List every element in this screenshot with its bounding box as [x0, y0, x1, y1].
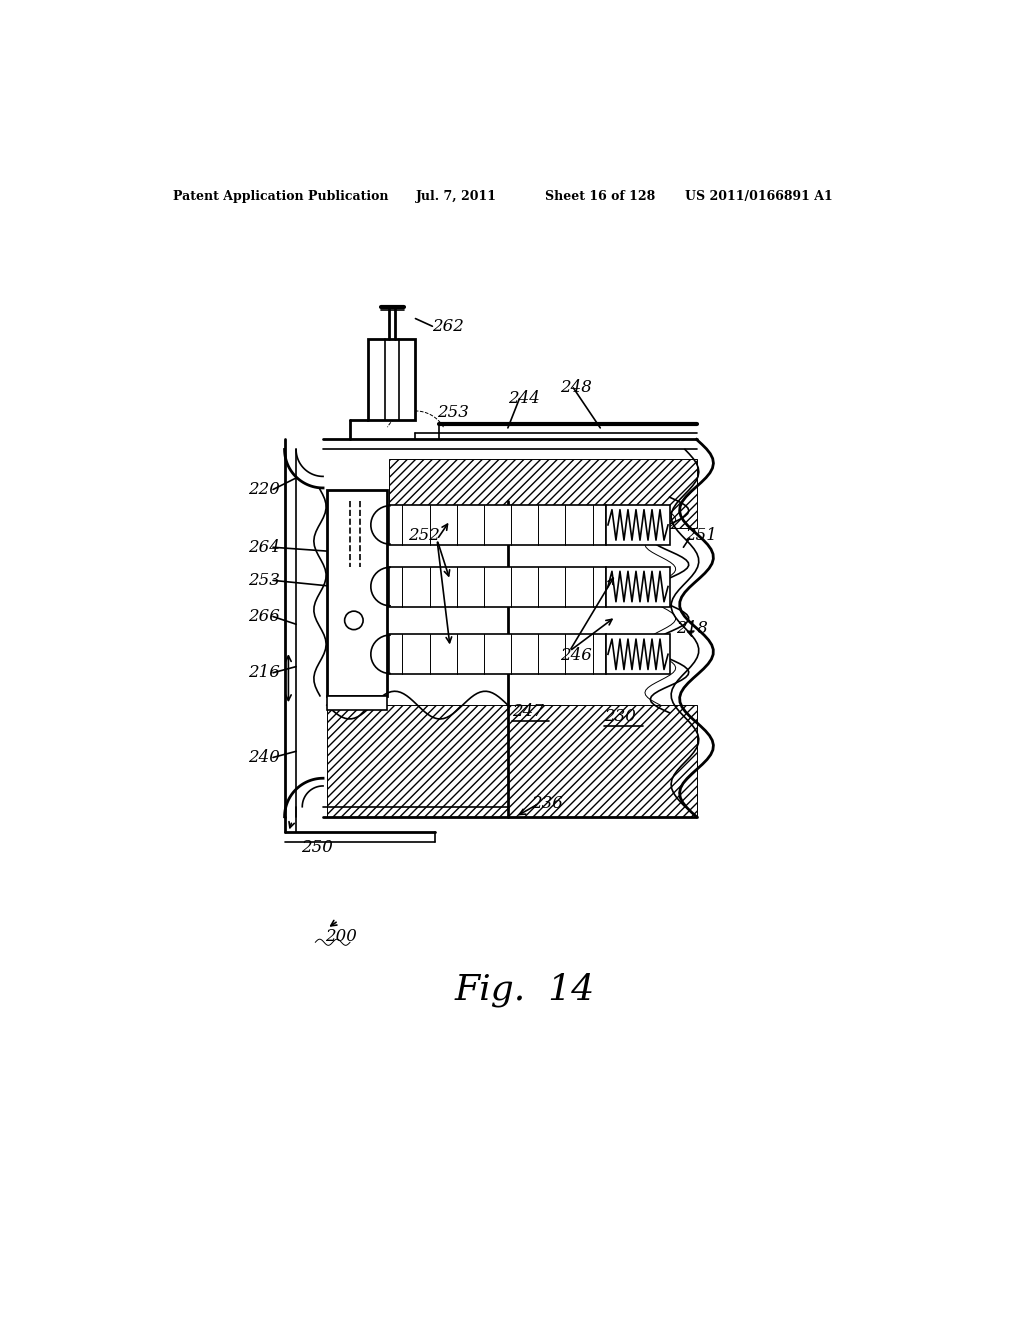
- Text: Sheet 16 of 128: Sheet 16 of 128: [545, 190, 655, 203]
- Text: 216: 216: [249, 664, 281, 681]
- Text: 250: 250: [301, 840, 334, 857]
- Text: 262: 262: [432, 318, 464, 335]
- Bar: [388, 635, 606, 675]
- Bar: [388, 566, 606, 607]
- Bar: [285, 440, 696, 817]
- Text: 240: 240: [249, 748, 281, 766]
- Text: US 2011/0166891 A1: US 2011/0166891 A1: [685, 190, 833, 203]
- Bar: [327, 490, 387, 696]
- Text: 236: 236: [531, 795, 563, 812]
- Text: 264: 264: [249, 539, 281, 556]
- Text: 200: 200: [326, 928, 357, 945]
- Bar: [368, 339, 416, 420]
- Text: 246: 246: [560, 647, 592, 664]
- Bar: [606, 566, 670, 607]
- Text: 230: 230: [604, 708, 636, 725]
- Text: Patent Application Publication: Patent Application Publication: [173, 190, 388, 203]
- Bar: [508, 705, 696, 817]
- Bar: [327, 696, 387, 710]
- Bar: [300, 490, 330, 696]
- Text: 253: 253: [249, 572, 281, 589]
- Text: 248: 248: [560, 379, 592, 396]
- Text: Fig.  14: Fig. 14: [455, 973, 595, 1007]
- Text: 220: 220: [249, 480, 281, 498]
- Text: 251: 251: [685, 527, 717, 544]
- Text: Jul. 7, 2011: Jul. 7, 2011: [416, 190, 497, 203]
- Text: 253: 253: [437, 404, 469, 421]
- Text: 266: 266: [249, 609, 281, 626]
- Bar: [327, 705, 508, 817]
- Text: 218: 218: [676, 619, 708, 636]
- Bar: [388, 459, 696, 528]
- Text: 252: 252: [408, 527, 439, 544]
- Bar: [606, 635, 670, 675]
- Text: 247: 247: [512, 702, 544, 719]
- Text: 244: 244: [508, 391, 540, 407]
- Bar: [388, 506, 606, 545]
- Bar: [606, 506, 670, 545]
